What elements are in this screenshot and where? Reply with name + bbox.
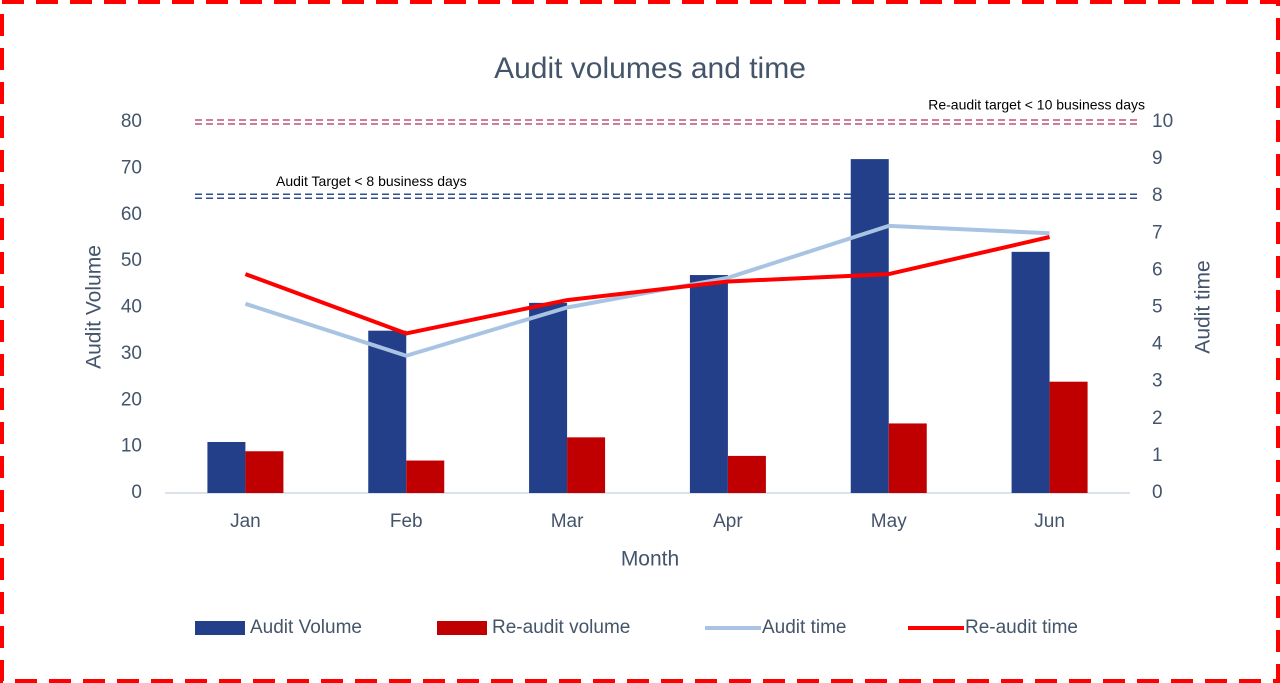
- bar: [207, 441, 246, 493]
- y-tick-label: 40: [121, 297, 142, 318]
- x-tick-label: Apr: [713, 511, 743, 532]
- bar: [727, 455, 766, 493]
- legend-label: Re-audit time: [965, 617, 1078, 638]
- y2-tick-label: 7: [1152, 222, 1163, 243]
- legend-label: Audit Volume: [250, 617, 362, 638]
- bar: [850, 159, 889, 493]
- y2-tick-label: 6: [1152, 259, 1163, 280]
- y2-tick-label: 0: [1152, 482, 1163, 503]
- chart-title: Audit volumes and time: [494, 52, 806, 85]
- y2-tick-label: 2: [1152, 408, 1163, 429]
- x-tick-label: Mar: [551, 511, 584, 532]
- bar: [529, 302, 568, 493]
- target-annotation: Audit Target < 8 business days: [276, 173, 467, 189]
- target-annotation: Re-audit target < 10 business days: [928, 97, 1145, 113]
- y-axis-title: Audit Volume: [83, 245, 106, 369]
- bar: [245, 451, 284, 493]
- legend-swatch: [195, 621, 245, 635]
- y-tick-label: 80: [121, 111, 142, 132]
- y-tick-label: 30: [121, 343, 142, 364]
- y-tick-label: 50: [121, 250, 142, 271]
- x-tick-label: Feb: [390, 511, 423, 532]
- y2-tick-label: 3: [1152, 371, 1163, 392]
- y2-axis-title: Audit time: [1192, 260, 1215, 353]
- y2-tick-label: 10: [1152, 111, 1173, 132]
- legend-label: Audit time: [762, 617, 846, 638]
- y2-tick-label: 5: [1152, 297, 1163, 318]
- y-tick-label: 0: [131, 482, 142, 503]
- bar: [1011, 251, 1050, 493]
- y2-tick-label: 1: [1152, 445, 1163, 466]
- bar: [689, 275, 728, 493]
- bar: [406, 460, 445, 493]
- y-tick-label: 10: [121, 436, 142, 457]
- bar: [1049, 381, 1088, 493]
- y2-tick-label: 9: [1152, 148, 1163, 169]
- y-tick-label: 70: [121, 157, 142, 178]
- y-tick-label: 60: [121, 204, 142, 225]
- x-tick-label: May: [871, 511, 907, 532]
- legend-label: Re-audit volume: [492, 617, 630, 638]
- y2-tick-label: 8: [1152, 185, 1163, 206]
- bar: [567, 437, 606, 493]
- bar: [888, 423, 927, 493]
- y-tick-label: 20: [121, 389, 142, 410]
- x-tick-label: Jun: [1034, 511, 1065, 532]
- bar: [368, 330, 407, 493]
- x-tick-label: Jan: [230, 511, 261, 532]
- y2-tick-label: 4: [1152, 334, 1163, 355]
- legend-swatch: [437, 621, 487, 635]
- x-axis-title: Month: [621, 548, 679, 571]
- line-series: [244, 235, 1051, 336]
